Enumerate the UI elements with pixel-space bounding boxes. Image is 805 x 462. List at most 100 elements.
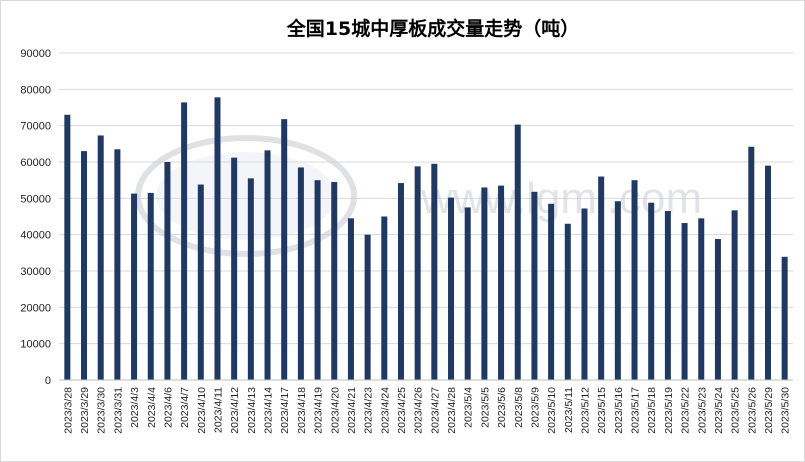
bar [648, 202, 655, 380]
x-tick-label: 2023/5/9 [529, 387, 541, 428]
x-tick-label: 2023/5/22 [680, 387, 692, 434]
bar [264, 150, 271, 380]
x-tick-label: 2023/4/28 [446, 387, 458, 434]
bar [81, 151, 88, 380]
watermark-globe-icon [135, 135, 357, 257]
x-tick-label: 2023/5/6 [496, 387, 508, 428]
y-tick-label: 40000 [20, 230, 51, 242]
bar [581, 208, 588, 380]
x-tick-label: 2023/4/3 [129, 387, 141, 428]
x-tick-label: 2023/5/12 [579, 387, 591, 434]
bar [214, 97, 221, 381]
bar [731, 210, 738, 380]
bar [131, 193, 138, 380]
x-tick-label: 2023/5/4 [463, 387, 475, 428]
y-axis-ticks: 0 10000 20000 30000 40000 50000 60000 70000 8000… [20, 48, 51, 387]
y-tick-label: 80000 [20, 84, 51, 96]
bar [781, 256, 788, 380]
y-tick-label: 20000 [20, 302, 51, 314]
x-tick-label: 2023/4/10 [196, 387, 208, 434]
bar [181, 102, 188, 380]
bar [714, 239, 721, 380]
x-tick-label: 2023/4/24 [379, 387, 391, 434]
y-tick-label: 50000 [20, 193, 51, 205]
y-tick-label: 90000 [20, 48, 51, 60]
bar [397, 183, 404, 380]
bar [514, 124, 521, 381]
y-tick-label: 10000 [20, 339, 51, 351]
x-tick-label: 2023/5/11 [563, 387, 575, 433]
x-tick-label: 2023/4/14 [263, 387, 275, 434]
bar [231, 157, 238, 380]
x-tick-label: 2023/5/30 [780, 387, 792, 434]
bars [64, 97, 788, 381]
x-tick-label: 2023/3/30 [96, 387, 108, 434]
x-tick-label: 2023/3/31 [112, 387, 124, 434]
bar [281, 119, 288, 381]
x-tick-label: 2023/4/13 [246, 387, 258, 434]
bar [481, 187, 488, 380]
bar [364, 234, 371, 380]
bar [531, 191, 538, 380]
bar [464, 207, 471, 380]
bar [498, 185, 505, 380]
bar [631, 180, 638, 380]
bar [114, 149, 121, 380]
y-tick-label: 0 [45, 375, 51, 387]
bar [448, 197, 455, 380]
x-tick-label: 2023/4/25 [396, 387, 408, 434]
bar [147, 192, 154, 380]
bar [247, 178, 254, 380]
bar [748, 146, 755, 380]
bar [681, 223, 688, 380]
x-tick-label: 2023/5/17 [630, 387, 642, 434]
x-tick-label: 2023/4/12 [229, 387, 241, 434]
x-tick-label: 2023/4/4 [146, 387, 158, 428]
bar [698, 218, 705, 380]
bar [347, 218, 354, 380]
x-tick-label: 2023/5/15 [596, 387, 608, 434]
x-tick-label: 2023/4/21 [346, 387, 358, 434]
bar [331, 181, 338, 380]
y-tick-label: 60000 [20, 157, 51, 169]
x-tick-label: 2023/4/26 [413, 387, 425, 434]
bar [97, 135, 104, 380]
bar [414, 166, 421, 380]
chart-title: 全国15城中厚板成交量走势（吨） [286, 17, 579, 40]
bar [431, 163, 438, 380]
bar [314, 180, 321, 380]
x-tick-label: 2023/5/10 [546, 387, 558, 434]
bar [197, 184, 204, 380]
x-tick-label: 2023/5/5 [479, 387, 491, 428]
x-tick-label: 2023/4/23 [363, 387, 375, 434]
x-tick-label: 2023/4/17 [279, 387, 291, 434]
x-tick-label: 2023/3/29 [79, 387, 91, 434]
x-tick-label: 2023/5/24 [713, 387, 725, 434]
x-tick-label: 2023/5/23 [696, 387, 708, 434]
bar [764, 165, 771, 380]
x-tick-label: 2023/3/28 [62, 387, 74, 434]
x-tick-label: 2023/4/27 [429, 387, 441, 434]
y-tick-label: 30000 [20, 266, 51, 278]
x-tick-label: 2023/4/19 [313, 387, 325, 434]
x-tick-label: 2023/5/16 [613, 387, 625, 434]
bar [64, 114, 71, 381]
bar [164, 162, 171, 380]
x-tick-label: 2023/5/19 [663, 387, 675, 434]
x-tick-label: 2023/5/25 [730, 387, 742, 434]
bar [381, 216, 388, 380]
x-tick-label: 2023/5/26 [746, 387, 758, 434]
x-axis-ticks: 2023/3/28 2023/3/29 2023/3/30 2023/3/31 2023… [62, 387, 791, 434]
bar [614, 201, 621, 380]
x-tick-label: 2023/4/11 [212, 387, 224, 433]
bar [564, 223, 571, 380]
x-tick-label: 2023/4/20 [329, 387, 341, 434]
bar [297, 167, 304, 380]
bar [664, 211, 671, 380]
x-tick-label: 2023/5/8 [513, 387, 525, 428]
bar [598, 176, 605, 380]
x-tick-label: 2023/5/29 [763, 387, 775, 434]
bar [548, 203, 555, 380]
